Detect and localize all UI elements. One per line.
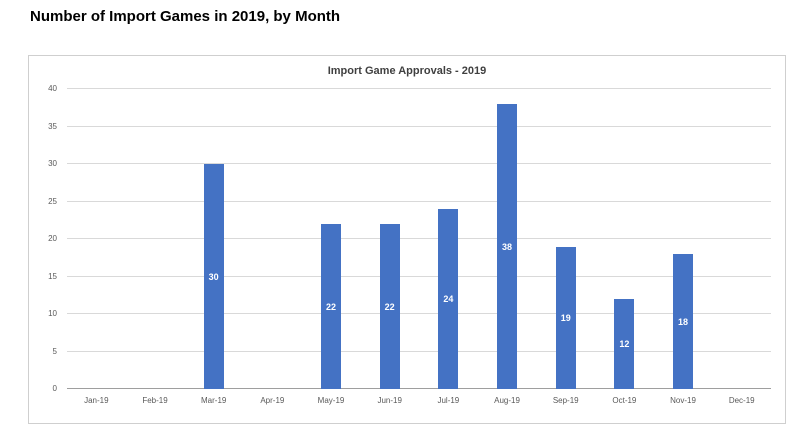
bar: 18 xyxy=(673,254,694,389)
gridline xyxy=(67,88,771,89)
y-tick-label: 0 xyxy=(52,384,57,393)
x-tick-label: Jul-19 xyxy=(437,396,460,405)
bar-column: 22 xyxy=(360,89,419,389)
chart: Import Game Approvals - 2019 0 5 10 15 20 25 3… xyxy=(28,55,786,424)
bar-column: 19 xyxy=(536,89,595,389)
x-axis-line xyxy=(67,388,771,389)
bar-column: 18 xyxy=(654,89,713,389)
y-tick-label: 25 xyxy=(48,196,57,206)
x-tick-label: Jun-19 xyxy=(377,396,402,405)
x-tick-label: Jan-19 xyxy=(84,396,109,405)
bar-data-label: 38 xyxy=(502,241,513,252)
bar: 19 xyxy=(555,246,576,389)
bar-data-label: 22 xyxy=(326,301,337,312)
bar-column: 30 xyxy=(184,89,243,389)
bar: 38 xyxy=(497,104,518,389)
bar-data-label: 30 xyxy=(208,271,219,282)
bar-data-label: 12 xyxy=(619,339,630,349)
x-tick-label: Sep-19 xyxy=(552,396,579,405)
y-tick-label: 10 xyxy=(48,309,57,318)
x-tick-label: May-19 xyxy=(317,396,345,405)
bar-data-label: 19 xyxy=(560,312,571,323)
bars: 30 22 22 24 38 19 12 18 xyxy=(67,89,771,389)
bar-column xyxy=(243,89,302,389)
x-tick-label: Feb-19 xyxy=(142,396,168,405)
gridline xyxy=(67,125,771,127)
gridline xyxy=(67,238,771,239)
y-tick-label: 15 xyxy=(48,271,57,281)
bar-column: 22 xyxy=(302,89,361,389)
x-tick-label: Oct-19 xyxy=(612,396,637,405)
gridline xyxy=(67,350,771,352)
bar-column xyxy=(126,89,185,389)
chart-title: Import Game Approvals - 2019 xyxy=(327,65,487,77)
bar: 22 xyxy=(321,224,342,389)
y-tick-label: 20 xyxy=(48,234,57,243)
x-axis-labels: Jan-19 Feb-19 Mar-19 Apr-19 May-19 Jun-19 Jul-… xyxy=(67,396,771,405)
x-tick-label: Apr-19 xyxy=(260,396,285,405)
gridline xyxy=(67,163,771,164)
plot-area: 30 22 22 24 38 19 12 18 xyxy=(67,88,771,389)
x-tick-label: Dec-19 xyxy=(728,396,755,405)
y-tick-label: 5 xyxy=(52,346,57,356)
bar: 22 xyxy=(379,224,400,389)
y-tick-label: 35 xyxy=(48,121,57,131)
bar-column: 12 xyxy=(595,89,654,389)
bar-data-label: 24 xyxy=(443,294,454,304)
x-tick-label: Mar-19 xyxy=(201,396,227,405)
y-tick-label: 30 xyxy=(48,159,57,168)
page-title: Number of Import Games in 2019, by Month xyxy=(30,8,341,25)
x-tick-label: Nov-19 xyxy=(670,396,696,405)
bar-data-label: 22 xyxy=(384,301,395,312)
bar-column xyxy=(712,89,771,389)
y-tick-label: 40 xyxy=(48,84,57,93)
bar-data-label: 18 xyxy=(678,316,689,327)
bar-column: 24 xyxy=(419,89,478,389)
bar-column xyxy=(67,89,126,389)
gridline xyxy=(67,275,771,277)
y-axis-labels: 0 5 10 15 20 25 30 35 40 xyxy=(33,84,63,393)
gridline xyxy=(67,200,771,202)
bar: 12 xyxy=(614,299,635,389)
bar: 30 xyxy=(203,164,224,389)
bar-column: 38 xyxy=(478,89,537,389)
x-tick-label: Aug-19 xyxy=(494,396,520,405)
bar: 24 xyxy=(438,209,459,389)
gridline xyxy=(67,313,771,314)
